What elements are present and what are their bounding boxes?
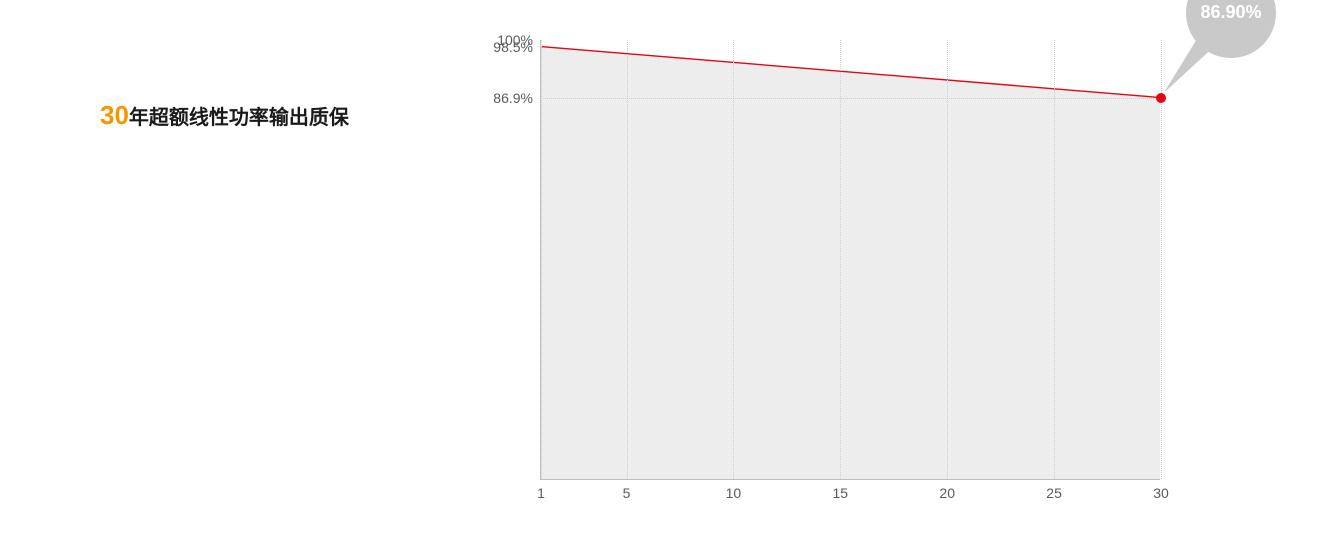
page-title: 30年超额线性功率输出质保 (100, 100, 349, 131)
x-gridline (541, 40, 542, 479)
x-gridline (947, 40, 948, 479)
x-tick-label: 5 (623, 479, 631, 501)
x-tick-label: 10 (726, 479, 742, 501)
x-tick-label: 15 (833, 479, 849, 501)
callout-text: 86.90% (1200, 2, 1261, 23)
series-svg (541, 40, 1160, 479)
y-tick-label: 86.9% (493, 90, 541, 106)
x-tick-label: 30 (1153, 479, 1169, 501)
plot-area: 151015202530100%98.5%86.9%86.90% (540, 40, 1160, 480)
y-tick-label: 98.5% (493, 39, 541, 55)
x-tick-label: 25 (1046, 479, 1062, 501)
x-gridline (840, 40, 841, 479)
y-gridline (541, 98, 1160, 99)
warranty-chart: 151015202530100%98.5%86.9%86.90% (540, 40, 1160, 480)
title-number: 30 (100, 100, 129, 130)
x-gridline (1161, 40, 1162, 479)
x-tick-label: 20 (939, 479, 955, 501)
series-endpoint-marker (1156, 93, 1166, 103)
title-text: 年超额线性功率输出质保 (129, 107, 349, 129)
x-gridline (1054, 40, 1055, 479)
series-area (541, 47, 1160, 479)
x-gridline (627, 40, 628, 479)
x-tick-label: 1 (537, 479, 545, 501)
x-gridline (733, 40, 734, 479)
